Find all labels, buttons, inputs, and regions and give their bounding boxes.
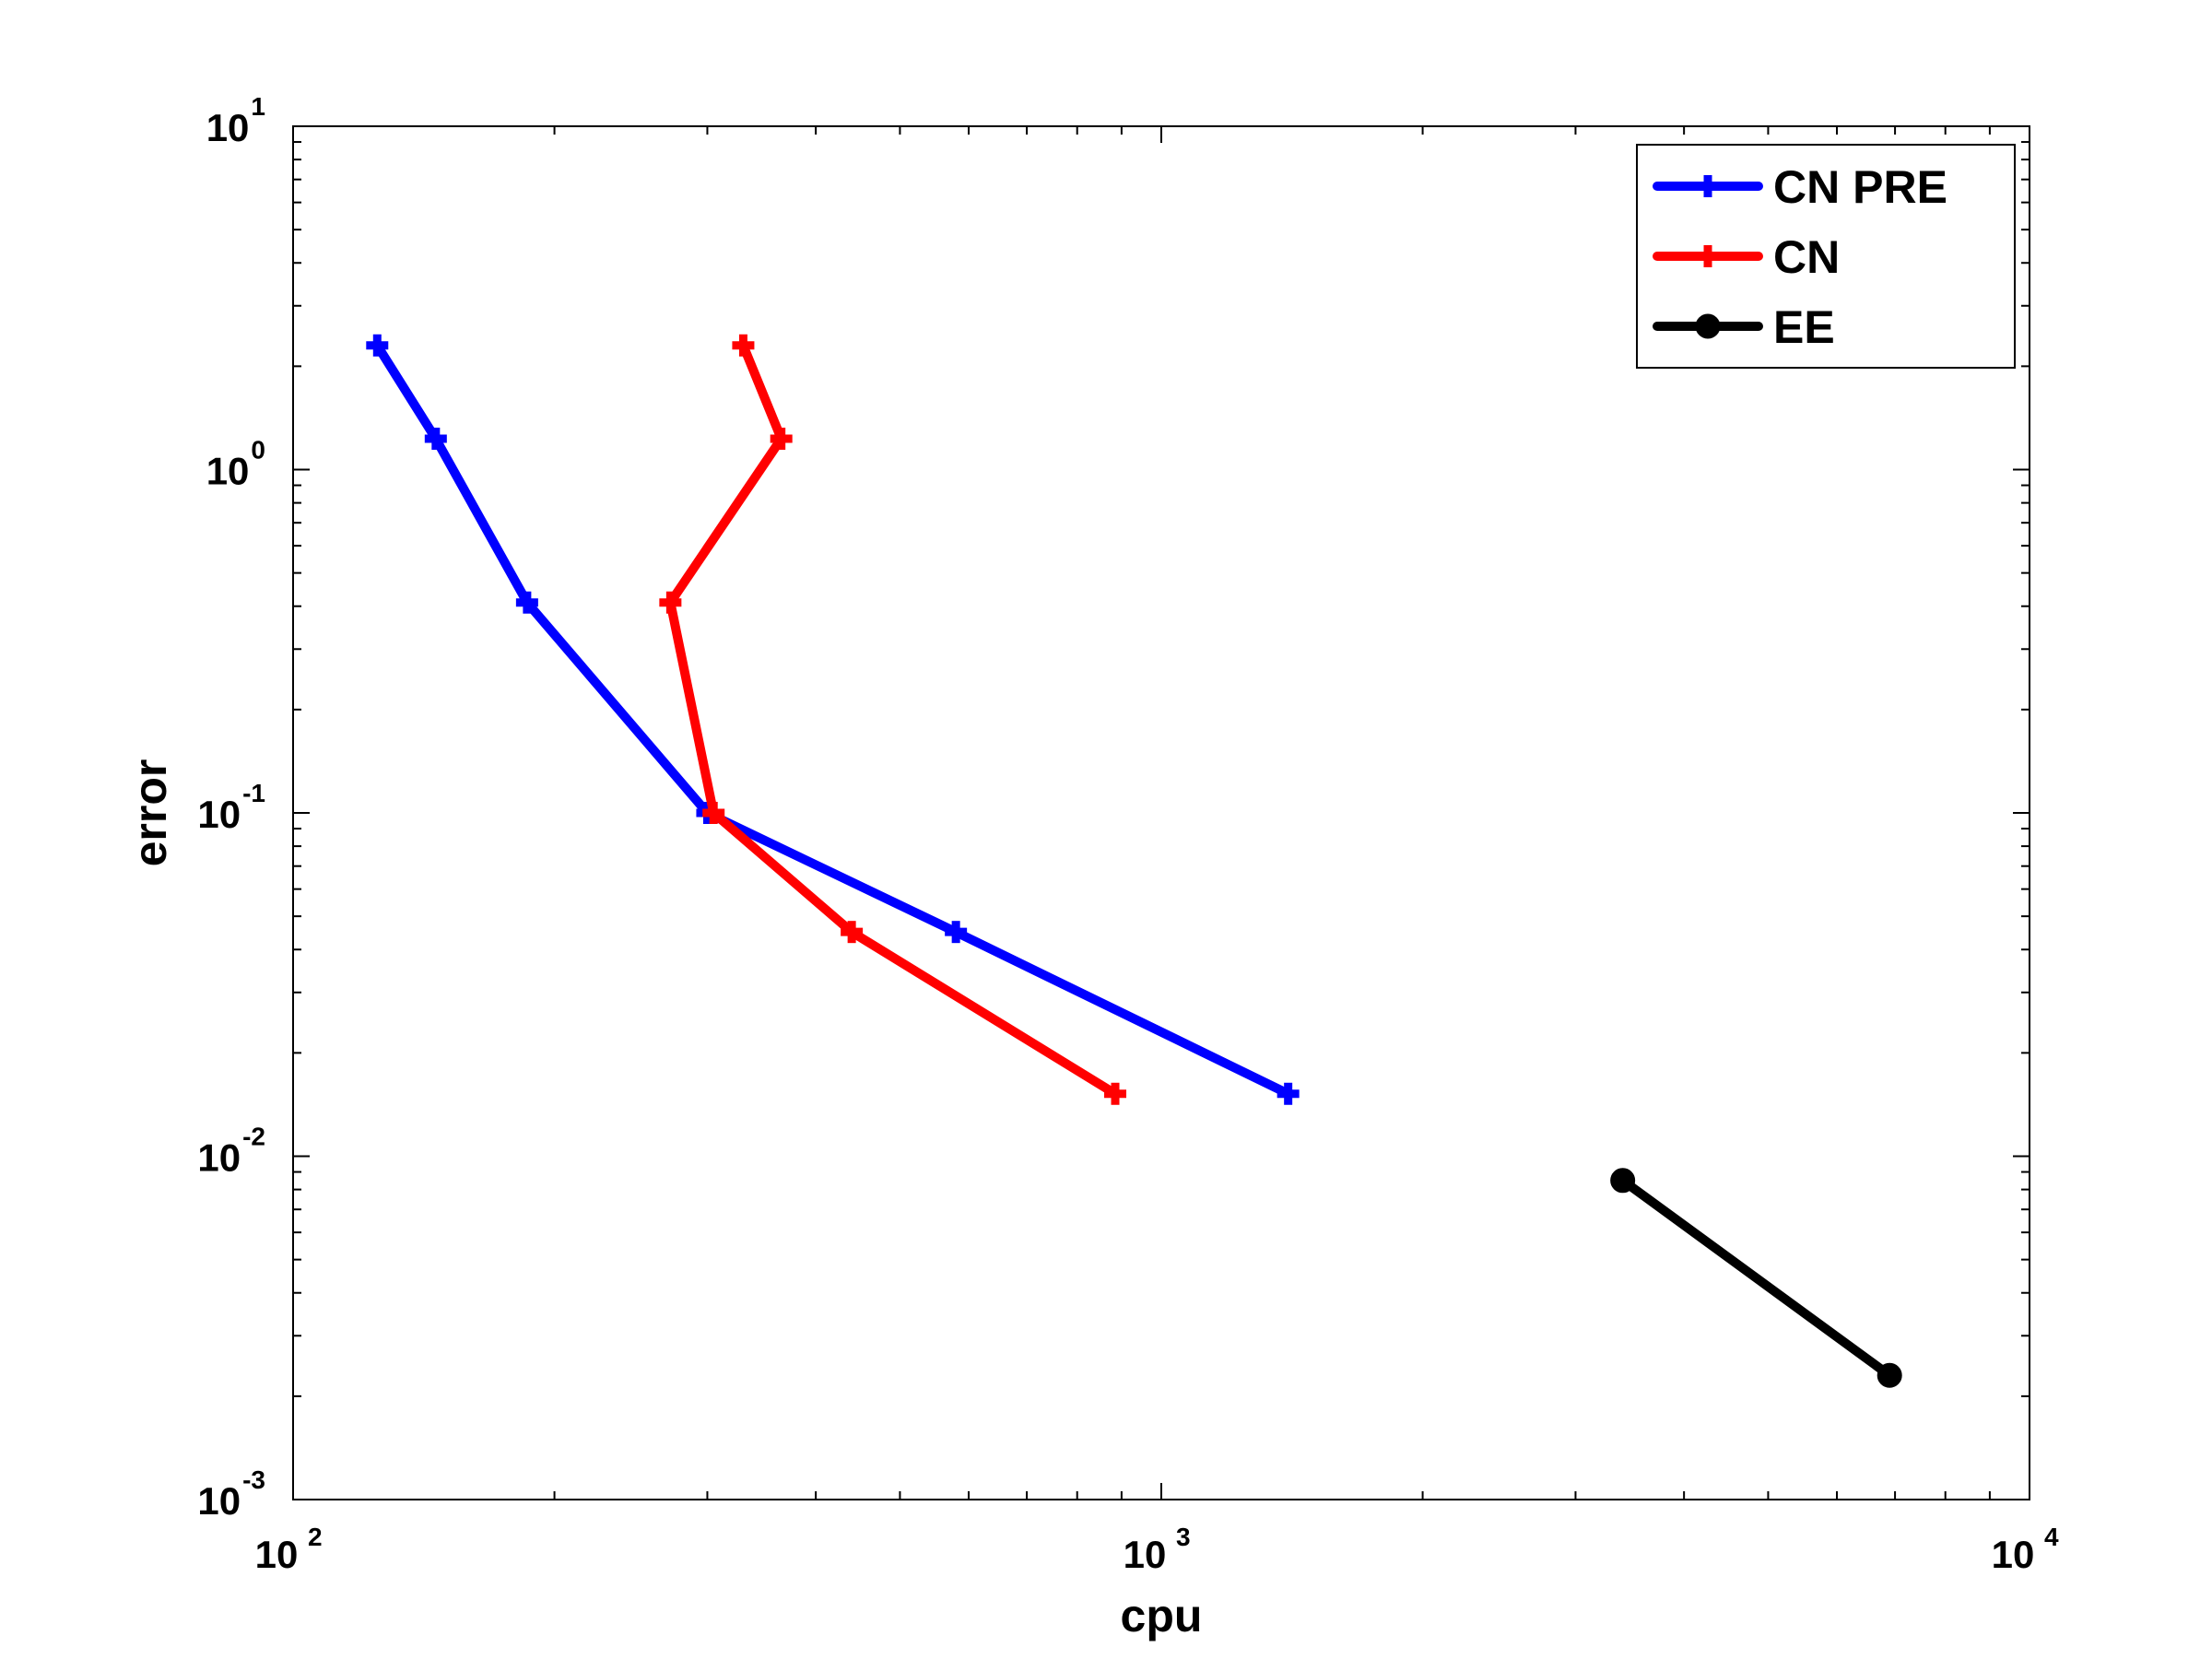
y-tick-exponent: -2 bbox=[242, 1123, 265, 1151]
y-tick-exponent: -1 bbox=[242, 779, 265, 807]
data-point-cn-pre bbox=[366, 334, 389, 357]
major-ticks bbox=[292, 125, 2030, 1500]
data-point-cn bbox=[702, 802, 725, 824]
data-point-ee bbox=[1610, 1168, 1636, 1194]
series-line-ee bbox=[1618, 1175, 1895, 1381]
y-tick-label: 10 bbox=[197, 1479, 241, 1523]
circle-marker bbox=[1877, 1362, 1902, 1388]
data-point-cn-pre bbox=[1277, 1082, 1300, 1105]
y-tick-label: 10 bbox=[197, 793, 241, 836]
legend-items: CN PRE CN EE bbox=[1653, 161, 1947, 353]
x-tick-exponent: 2 bbox=[308, 1523, 323, 1551]
legend-item-cn-pre: CN PRE bbox=[1653, 161, 1947, 213]
y-tick-label: 10 bbox=[206, 106, 250, 149]
legend-label: EE bbox=[1773, 301, 1835, 353]
x-axis-title: cpu bbox=[1121, 1590, 1203, 1641]
legend-item-ee: EE bbox=[1653, 301, 1835, 353]
series-ee bbox=[1610, 1168, 1902, 1388]
y-tick-exponent: -3 bbox=[242, 1465, 265, 1494]
series-line-cn bbox=[665, 340, 1120, 1099]
series-cn bbox=[659, 334, 1127, 1105]
y-axis-title: error bbox=[124, 759, 176, 867]
data-point-cn bbox=[1104, 1082, 1127, 1105]
y-tick-exponent: 1 bbox=[251, 92, 265, 121]
data-point-cn bbox=[659, 591, 682, 614]
x-tick-labels: 10 2 10 3 10 4 bbox=[255, 1523, 2059, 1576]
legend-item-cn: CN bbox=[1653, 231, 1840, 283]
data-point-cn bbox=[841, 921, 864, 944]
legend: CN PRE CN EE bbox=[1636, 144, 2016, 369]
minor-ticks bbox=[293, 126, 2030, 1500]
x-tick-label: 10 bbox=[1992, 1533, 2035, 1576]
data-point-cn bbox=[770, 428, 793, 451]
circle-marker bbox=[1610, 1168, 1636, 1194]
y-tick-label: 10 bbox=[197, 1136, 241, 1180]
y-tick-exponent: 0 bbox=[251, 436, 265, 465]
data-point-cn bbox=[732, 334, 755, 357]
legend-circle-marker bbox=[1695, 313, 1721, 339]
x-tick-label: 10 bbox=[255, 1533, 299, 1576]
x-tick-label: 10 bbox=[1124, 1533, 1167, 1576]
data-point-cn-pre bbox=[945, 921, 968, 944]
x-tick-exponent: 4 bbox=[2044, 1523, 2059, 1551]
data-point-ee bbox=[1877, 1362, 1902, 1388]
series-line-cn-pre bbox=[372, 340, 1293, 1099]
x-tick-exponent: 3 bbox=[1176, 1523, 1191, 1551]
data-point-cn-pre bbox=[424, 428, 447, 451]
series-layer bbox=[366, 334, 1902, 1388]
legend-label: CN PRE bbox=[1773, 161, 1947, 213]
data-point-cn-pre bbox=[515, 591, 538, 614]
legend-label: CN bbox=[1773, 231, 1840, 283]
y-tick-label: 10 bbox=[206, 450, 250, 493]
